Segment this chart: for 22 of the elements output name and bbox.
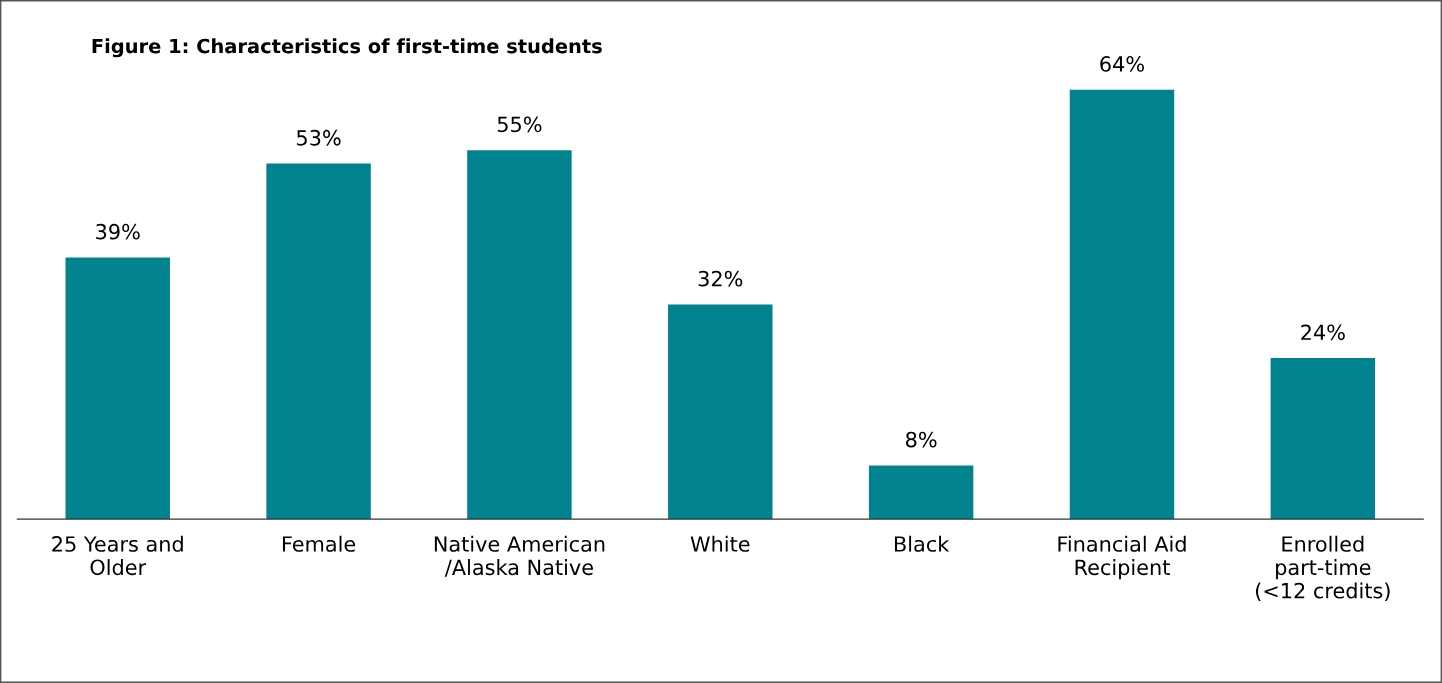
- data-label: 8%: [906, 431, 937, 448]
- bar: [467, 150, 572, 520]
- bar: [868, 465, 974, 520]
- data-label: 64%: [1100, 56, 1144, 72]
- data-label: 39%: [96, 223, 140, 240]
- data-label: 55%: [497, 116, 542, 133]
- bar: [65, 257, 170, 520]
- bar: [668, 304, 773, 520]
- x-tick-label: Financial Aid Recipient: [1058, 535, 1186, 580]
- x-tick-label: 25 Years and Older: [52, 535, 183, 576]
- data-label: 32%: [698, 270, 743, 287]
- data-label: 53%: [297, 129, 341, 146]
- bar: [266, 163, 371, 520]
- bar: [1270, 358, 1376, 520]
- x-tick-label: Enrolled part-time (<12 credits): [1255, 535, 1390, 601]
- chart-title: Figure 1: Characteristics of first-time students: [92, 38, 602, 58]
- x-tick-label: White: [690, 535, 750, 552]
- x-tick-label: Black: [894, 535, 950, 552]
- x-tick-label: Female: [282, 535, 356, 552]
- bar: [1069, 89, 1175, 520]
- data-label: 24%: [1301, 324, 1345, 341]
- x-tick-label: Native American /Alaska Native: [434, 535, 605, 577]
